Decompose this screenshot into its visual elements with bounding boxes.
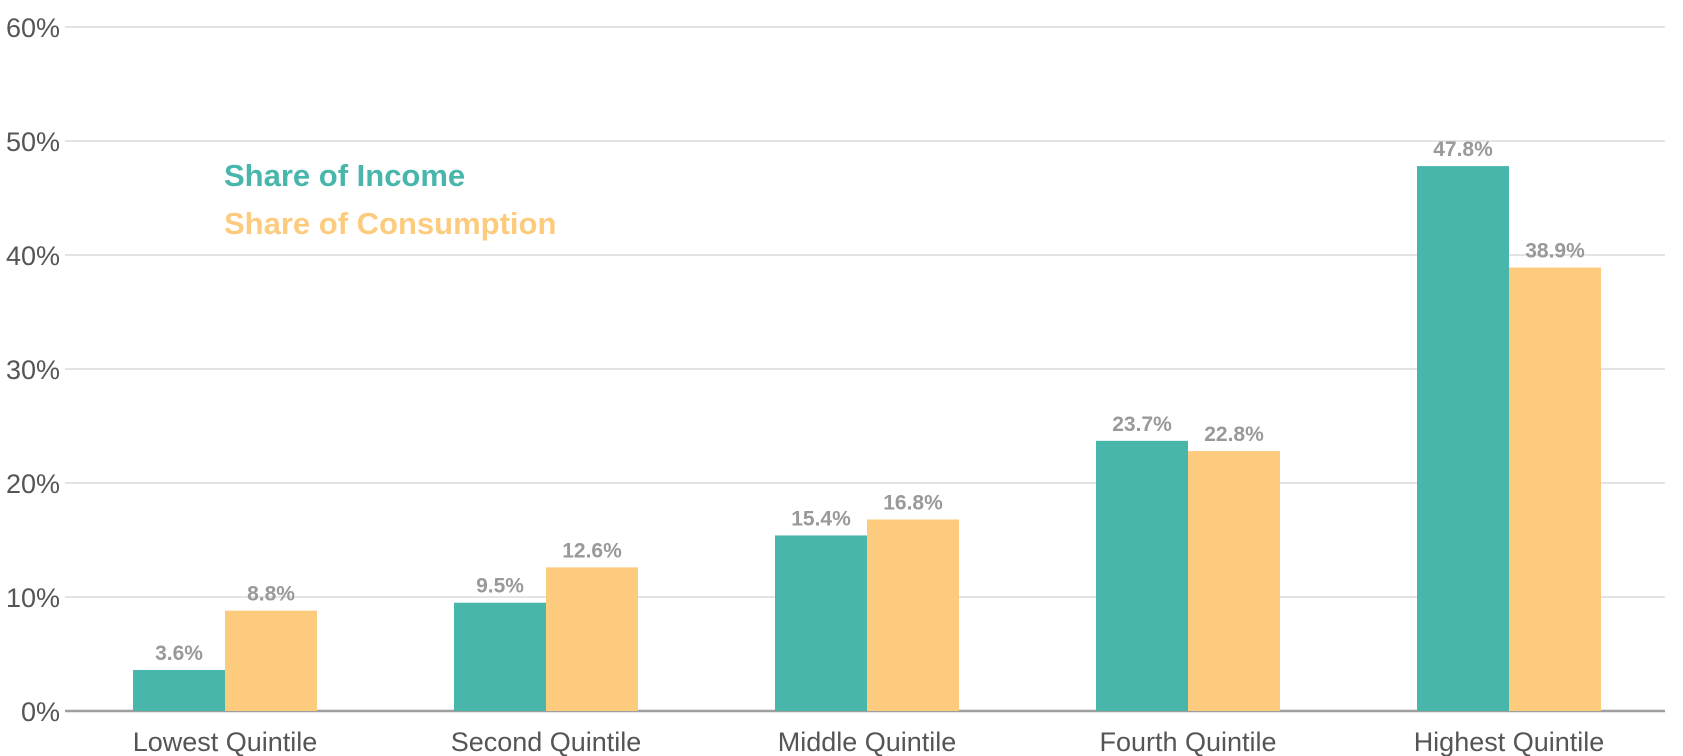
legend: Share of Income Share of Consumption <box>224 158 556 241</box>
bars <box>133 166 1601 711</box>
x-axis-category-labels: Lowest Quintile Second Quintile Middle Qui… <box>133 727 1605 756</box>
bar-income <box>133 669 225 711</box>
bar-consumption <box>867 519 959 711</box>
legend-entry: Share of Consumption <box>224 206 556 241</box>
bar-income <box>1096 440 1188 711</box>
bar-income <box>1417 166 1509 711</box>
data-label: 38.9% <box>1525 240 1585 263</box>
y-tick-label: 20% <box>6 469 60 499</box>
y-tick-label: 10% <box>6 583 60 613</box>
bar-consumption <box>1509 267 1601 711</box>
data-label: 47.8% <box>1433 138 1493 161</box>
bar-consumption <box>1188 451 1280 711</box>
y-tick-label: 50% <box>6 127 60 157</box>
y-tick-label: 30% <box>6 355 60 385</box>
y-tick-label: 60% <box>6 13 60 43</box>
data-label: 23.7% <box>1112 413 1172 436</box>
y-tick-label: 0% <box>21 697 60 727</box>
x-category-label: Second Quintile <box>451 727 642 756</box>
bar-income <box>775 535 867 711</box>
x-category-label: Lowest Quintile <box>133 727 318 756</box>
bar-consumption <box>225 610 317 711</box>
data-labels: 3.6% 8.8% 9.5% 12.6% 15.4% 16.8% 23.7% 22.8% 47.… <box>155 138 1585 665</box>
data-label: 22.8% <box>1204 423 1264 446</box>
data-label: 9.5% <box>476 575 524 598</box>
data-label: 3.6% <box>155 642 203 665</box>
data-label: 12.6% <box>562 539 622 562</box>
bar-consumption <box>546 567 638 711</box>
x-category-label: Fourth Quintile <box>1099 727 1276 756</box>
y-tick-label: 40% <box>6 241 60 271</box>
x-category-label: Middle Quintile <box>778 727 957 756</box>
x-category-label: Highest Quintile <box>1414 727 1605 756</box>
data-label: 8.8% <box>247 583 295 606</box>
data-label: 15.4% <box>791 507 851 530</box>
legend-entry: Share of Income <box>224 158 465 193</box>
y-axis-tick-labels: 0% 10% 20% 30% 40% 50% 60% <box>6 13 60 727</box>
data-label: 16.8% <box>883 491 943 514</box>
bar-income <box>454 602 546 711</box>
